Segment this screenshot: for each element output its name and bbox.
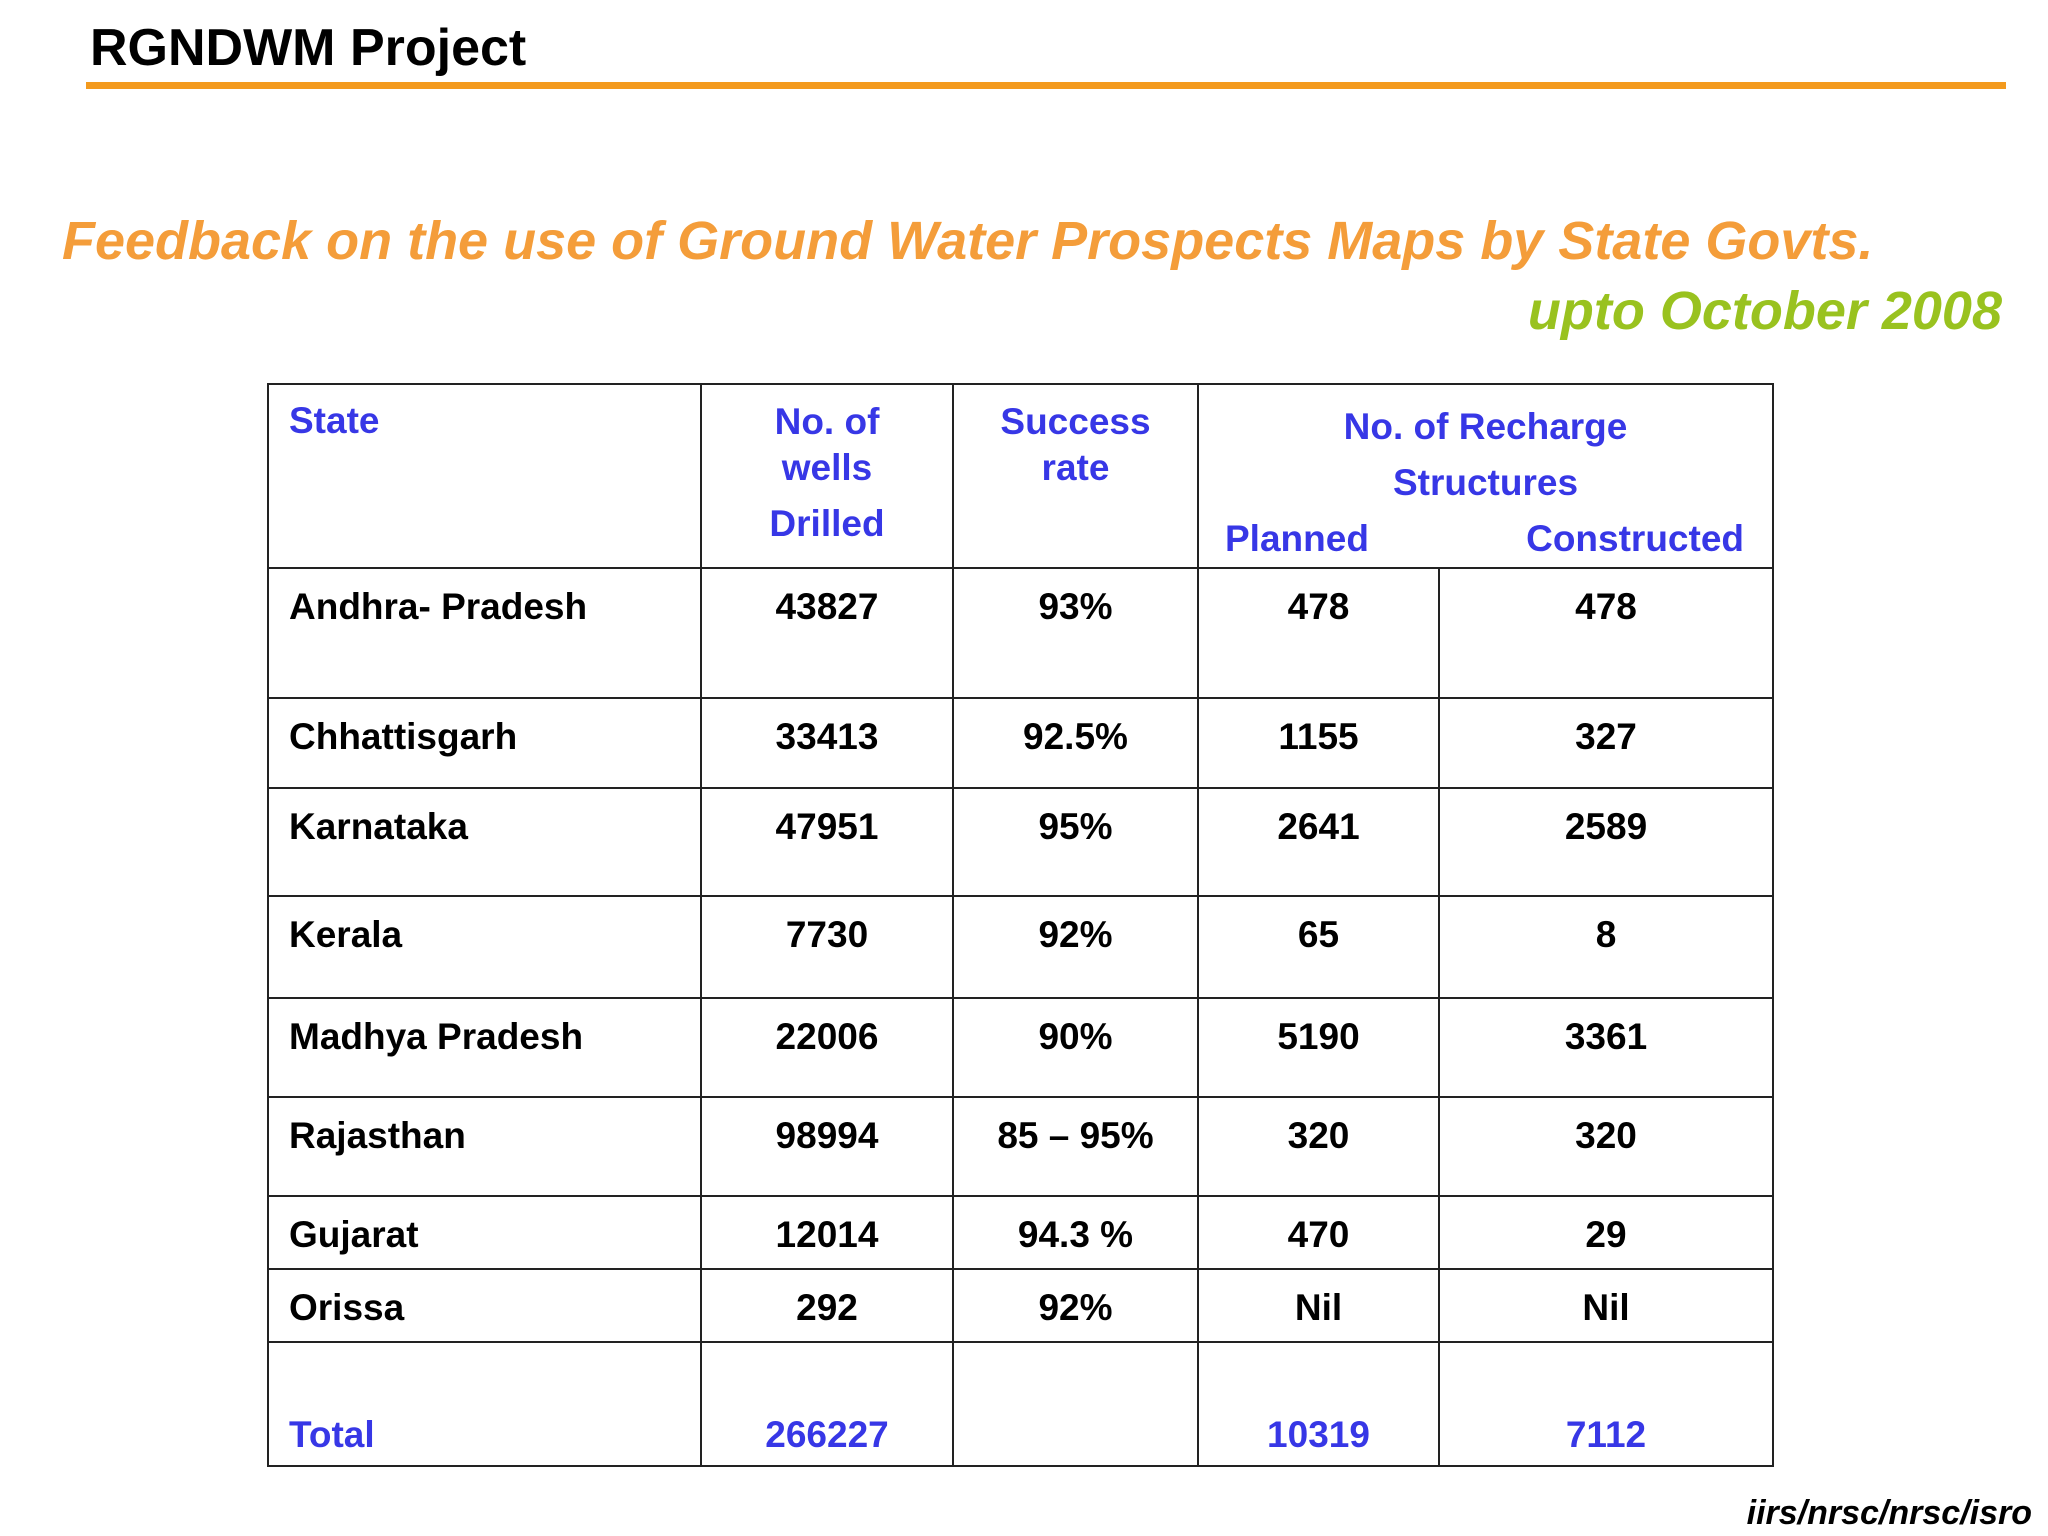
row-constructed: 2589	[1437, 787, 1775, 897]
row-planned: 2641	[1197, 787, 1440, 897]
header-wells-line1: No. of	[774, 401, 880, 442]
row-constructed: 29	[1437, 1195, 1775, 1270]
total-constructed: 7112	[1437, 1341, 1775, 1467]
total-label: Total	[267, 1341, 702, 1467]
table-row: Gujarat 12014 94.3 % 470 29	[267, 1195, 1775, 1270]
row-planned: 470	[1197, 1195, 1440, 1270]
table-header-row: State No. of wells Drilled Success rate …	[267, 383, 1775, 569]
header-divider	[86, 82, 2006, 89]
header-wells-line2: wells	[781, 447, 873, 488]
row-state: Rajasthan	[267, 1096, 702, 1197]
row-state: Madhya Pradesh	[267, 997, 702, 1098]
row-planned: 320	[1197, 1096, 1440, 1197]
row-success: 94.3 %	[952, 1195, 1199, 1270]
header-success-line1: Success	[1000, 401, 1151, 442]
row-success: 85 – 95%	[952, 1096, 1199, 1197]
table-row: Chhattisgarh 33413 92.5% 1155 327	[267, 697, 1775, 789]
header-recharge-line2: Structures	[1392, 462, 1579, 503]
row-constructed: 327	[1437, 697, 1775, 789]
header-wells-line3: Drilled	[769, 503, 885, 544]
header-recharge-subheaders: Planned Constructed	[1199, 511, 1772, 567]
row-state: Orissa	[267, 1268, 702, 1343]
row-constructed: 478	[1437, 567, 1775, 699]
row-success: 92%	[952, 895, 1199, 999]
header-wells-drilled: No. of wells Drilled	[700, 383, 954, 569]
table-total-row: Total 266227 10319 7112	[267, 1341, 1775, 1467]
row-state: Gujarat	[267, 1195, 702, 1270]
row-success: 95%	[952, 787, 1199, 897]
total-success	[952, 1341, 1199, 1467]
row-wells: 43827	[700, 567, 954, 699]
row-wells: 22006	[700, 997, 954, 1098]
row-wells: 292	[700, 1268, 954, 1343]
row-state: Kerala	[267, 895, 702, 999]
table-row: Andhra- Pradesh 43827 93% 478 478	[267, 567, 1775, 699]
header-planned: Planned	[1225, 518, 1369, 559]
row-success: 92.5%	[952, 697, 1199, 789]
header-recharge-line1: No. of Recharge	[1343, 406, 1628, 447]
row-constructed: 8	[1437, 895, 1775, 999]
table-row: Kerala 7730 92% 65 8	[267, 895, 1775, 999]
header-constructed: Constructed	[1526, 518, 1745, 559]
row-wells: 7730	[700, 895, 954, 999]
table-row: Rajasthan 98994 85 – 95% 320 320	[267, 1096, 1775, 1197]
row-wells: 33413	[700, 697, 954, 789]
row-success: 92%	[952, 1268, 1199, 1343]
header-state: State	[267, 383, 702, 569]
header-success-rate: Success rate	[952, 383, 1199, 569]
row-constructed: 320	[1437, 1096, 1775, 1197]
row-planned: 65	[1197, 895, 1440, 999]
row-wells: 98994	[700, 1096, 954, 1197]
row-state: Chhattisgarh	[267, 697, 702, 789]
footer-credit: iirs/nrsc/nrsc/isro	[1746, 1494, 2032, 1532]
row-wells: 12014	[700, 1195, 954, 1270]
wells-table: State No. of wells Drilled Success rate …	[267, 383, 1775, 1467]
total-planned: 10319	[1197, 1341, 1440, 1467]
total-wells: 266227	[700, 1341, 954, 1467]
row-constructed: 3361	[1437, 997, 1775, 1098]
row-state: Karnataka	[267, 787, 702, 897]
header-success-line2: rate	[1041, 447, 1110, 488]
row-planned: 1155	[1197, 697, 1440, 789]
row-planned: 5190	[1197, 997, 1440, 1098]
row-planned: 478	[1197, 567, 1440, 699]
row-state: Andhra- Pradesh	[267, 567, 702, 699]
table-row: Karnataka 47951 95% 2641 2589	[267, 787, 1775, 897]
project-title: RGNDWM Project	[90, 19, 527, 77]
row-constructed: Nil	[1437, 1268, 1775, 1343]
row-wells: 47951	[700, 787, 954, 897]
row-planned: Nil	[1197, 1268, 1440, 1343]
table-row: Madhya Pradesh 22006 90% 5190 3361	[267, 997, 1775, 1098]
slide-title: Feedback on the use of Ground Water Pros…	[62, 211, 1874, 271]
row-success: 90%	[952, 997, 1199, 1098]
table-row: Orissa 292 92% Nil Nil	[267, 1268, 1775, 1343]
row-success: 93%	[952, 567, 1199, 699]
slide-subtitle: upto October 2008	[1527, 281, 2002, 341]
header-recharge-structures: No. of Recharge Structures Planned Const…	[1196, 383, 1775, 569]
